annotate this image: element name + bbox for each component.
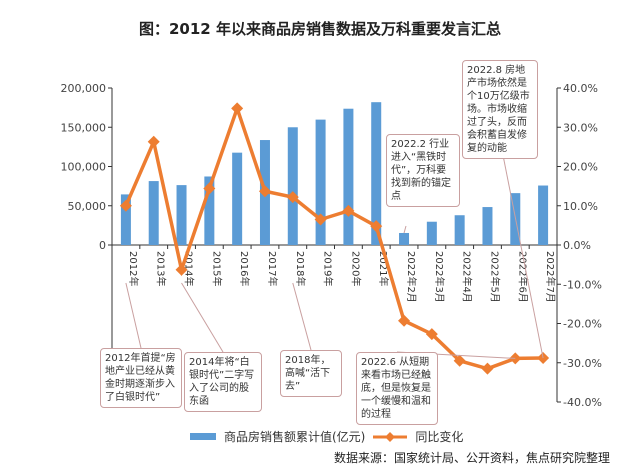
x-tick-label: 2022年4月 [461,251,474,303]
x-tick-label: 2022年2月 [405,251,418,303]
x-tick-label: 2017年 [266,251,279,286]
yoy-point [119,199,132,212]
data-source: 数据来源：国家统计局、公开资料，焦点研究院整理 [333,451,610,465]
yoy-point [342,204,355,217]
right-tick-label: -20.0% [563,318,602,331]
left-tick-label: 150,000 [61,121,107,134]
legend-bar-swatch [190,433,216,440]
bar [120,194,131,245]
right-tick-label: 20.0% [563,161,598,174]
x-tick-label: 2020年 [349,251,362,286]
bar [399,232,410,245]
right-tick-label: 40.0% [563,82,598,95]
chart-title: 图：2012 年以来商品房销售数据及万科重要发言汇总 [139,20,501,38]
yoy-point [203,182,216,195]
bar [232,152,243,245]
left-tick-label: 0 [99,239,106,252]
right-tick-label: -40.0% [563,396,602,409]
bar [343,108,354,245]
right-tick-label: 10.0% [563,200,598,213]
x-tick-label: 2018年 [294,251,307,286]
yoy-point [370,220,383,233]
x-tick-label: 2022年5月 [488,251,501,303]
x-tick-label: 2022年3月 [433,251,446,303]
bar [538,185,549,245]
yoy-point [314,213,327,226]
bar [454,215,465,245]
annotation-leader [403,225,407,234]
annotation-2022-8: 2022.8 房地产市场依然是个10万亿级市场。市场收缩过了头，反而会积蓄自发修… [462,60,538,159]
legend-bar-label: 商品房销售额累计值(亿元) [224,430,366,444]
bar [148,181,159,245]
bar [315,119,326,245]
annotation-2018: 2018年，高喊“活下去” [280,350,342,397]
yoy-point [481,362,494,375]
annotation-2012: 2012年首提“房地产业已经从黄金时期逐渐步入了白银时代” [100,348,182,408]
annotation-leader [181,282,224,353]
right-tick-label: -30.0% [563,357,602,370]
x-tick-label: 2019年 [322,251,335,286]
right-tick-label: -10.0% [563,278,602,291]
yoy-point [258,185,271,198]
bar [371,102,382,245]
bar [287,127,298,245]
left-tick-label: 100,000 [61,161,107,174]
annotation-2022-6: 2022.6 从短期来看市场已经触底，但是恢复是一个缓慢和温和的过程 [356,352,438,425]
yoy-point [286,191,299,204]
yoy-point [398,314,411,327]
x-tick-label: 2016年 [238,251,251,286]
annotation-leader [125,282,142,349]
legend: 商品房销售额累计值(亿元) 同比变化 [190,428,463,445]
x-tick-label: 2015年 [210,251,223,286]
bar [176,185,187,245]
x-tick-label: 2012年 [127,251,140,286]
annotation-leader [499,139,544,359]
yoy-point [175,263,188,276]
yoy-line [124,102,544,371]
yoy-point [231,102,244,115]
annotation-2022-2: 2022.2 行业进入“黑铁时代”，万科要找到新的锚定点 [386,134,460,207]
annotation-2014: 2014年将“白银时代”二字写入了公司的股东函 [184,352,262,412]
x-tick-label: 2022年6月 [516,251,529,303]
bar [426,221,437,245]
yoy-point [425,328,438,341]
x-tick-label: 2013年 [155,251,168,286]
annotation-leader [292,282,312,351]
bar [204,176,215,245]
legend-line-swatch [373,431,408,442]
yoy-point [453,354,466,367]
left-tick-label: 200,000 [61,82,107,95]
right-tick-label: 30.0% [563,121,598,134]
left-tick-label: 50,000 [68,200,107,213]
legend-line-label: 同比变化 [415,430,464,444]
yoy-point [147,135,160,148]
bar [482,207,493,245]
right-tick-label: 0.0% [563,239,591,252]
x-tick-label: 2022年7月 [544,251,557,303]
